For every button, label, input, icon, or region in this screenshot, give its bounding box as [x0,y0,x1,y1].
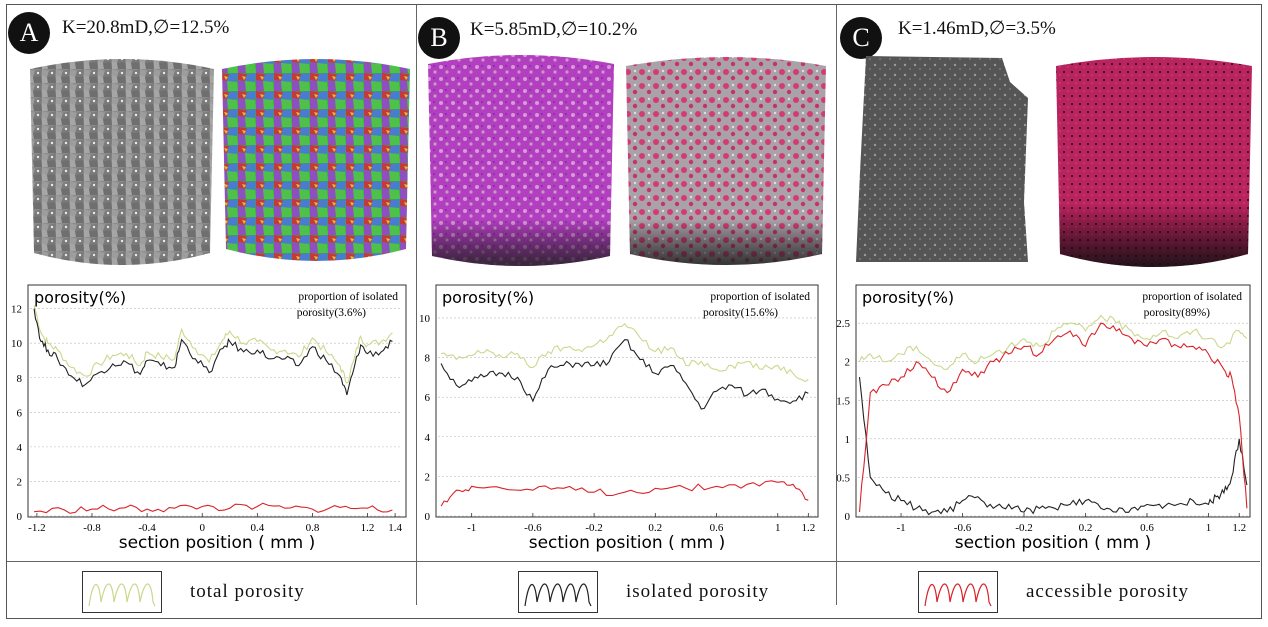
x-tick-label: 1.2 [361,522,375,534]
legend-label: accessible porosity [1026,581,1190,602]
legend-item-accessible: accessible porosity [918,571,1189,613]
y-tick-label: 4 [425,432,431,444]
x-tick-label: -0.2 [585,522,602,534]
x-tick-label: 1.4 [388,522,402,534]
y-tick-label: 12 [11,304,22,316]
y-tick-label: 2 [845,357,851,369]
x-axis-label: section position ( mm ) [529,533,726,553]
y-axis-label: porosity(%) [34,288,126,307]
x-tick-label: 1 [775,522,781,534]
annotation-line-2: porosity(15.6%) [703,307,778,319]
x-tick-label: 0.8 [306,522,320,534]
x-tick-label: -0.6 [954,522,972,534]
x-tick-label: -0.4 [138,522,156,534]
panel-a-grey-core-image [30,59,214,265]
annotation-line-1: proportion of isolated [710,291,810,303]
y-tick-label: 0 [425,511,431,523]
total-porosity-line [858,314,1248,370]
accessible-porosity-swatch-icon [918,571,998,613]
legend-item-total: total porosity [82,571,305,613]
panel-b-badge: B [418,17,460,59]
panel-a-title: K=20.8mD,∅=12.5% [62,17,230,38]
y-tick-label: 2 [425,471,431,483]
x-tick-label: -1 [467,522,476,534]
plot-frame [27,284,407,518]
x-tick-label: -1.2 [28,522,45,534]
isolated-porosity-line [33,308,393,396]
panel-divider [836,5,837,605]
panel-b-porosity-chart: 0 2 4 6 8 10 -1 -0.6 -0.2 0.2 0.6 1 1.2 porosity(%) se… [419,284,819,553]
isolated-porosity-swatch-icon [518,571,598,613]
x-tick-label: 0.6 [710,522,724,534]
total-porosity-line [441,323,809,383]
y-tick-label: 2 [17,476,23,488]
annotation-line-2: porosity(3.6%) [297,307,366,319]
x-tick-label: 0.2 [1079,522,1093,534]
panel-a-porosity-chart: 0 2 4 6 8 10 12 -1.2 -0.8 -0.4 0 0.4 0.8 1.2 1.4 porosi… [11,284,407,553]
y-tick-label: 8 [425,353,431,365]
legend-label: isolated porosity [626,581,770,602]
y-tick-label: 1 [845,434,851,446]
legend-label: total porosity [190,581,305,602]
y-tick-label: 0 [17,511,23,523]
y-axis-label: porosity(%) [442,288,534,307]
plot-frame [435,284,819,518]
y-tick-label: 2.5 [836,318,850,330]
accessible-porosity-line [440,480,809,507]
x-tick-label: 1.2 [801,522,815,534]
panel-a-badge: A [8,12,50,54]
panel-c-porosity-chart: 0 0.5 1 1.5 2 2.5 -1 -0.6 -0.2 0.2 0.6 1 1.2 porosity… [836,284,1251,553]
total-porosity-swatch-icon [82,571,162,613]
x-tick-label: 0.4 [250,522,264,534]
panel-b-title: K=5.85mD,∅=10.2% [470,19,638,40]
accessible-porosity-line [34,502,393,514]
x-tick-label: 0.6 [1140,522,1154,534]
x-tick-label: 0.2 [648,522,662,534]
annotation-line-2: porosity(89%) [1144,307,1211,319]
annotation-line-1: proportion of isolated [298,291,398,303]
figure-frame [6,4,1262,619]
x-axis-label: section position ( mm ) [955,533,1152,553]
y-tick-label: 10 [419,313,431,325]
y-tick-label: 6 [425,392,431,404]
y-tick-label: 8 [17,373,23,385]
x-tick-label: 1 [1206,522,1212,534]
annotation-line-1: proportion of isolated [1142,291,1242,303]
y-tick-label: 0 [845,511,851,523]
panel-c-pink-core-image [1056,57,1252,267]
isolated-porosity-line [858,377,1248,516]
x-tick-label: -0.2 [1015,522,1032,534]
panel-c-title: K=1.46mD,∅=3.5% [898,18,1056,39]
y-tick-label: 10 [11,338,23,350]
panel-b-pink-core-image [626,57,826,265]
total-porosity-line [33,305,393,384]
y-tick-label: 1.5 [836,395,850,407]
accessible-porosity-line [858,322,1248,513]
x-tick-label: 0 [199,522,205,534]
y-tick-label: 4 [17,442,23,454]
x-tick-label: -1 [896,522,905,534]
y-axis-label: porosity(%) [862,288,954,307]
x-tick-label: -0.8 [83,522,101,534]
plot-frame [855,284,1251,518]
isolated-porosity-line [440,339,809,410]
x-axis-label: section position ( mm ) [119,533,316,553]
x-tick-label: -0.6 [524,522,542,534]
panel-c-badge: C [840,17,882,59]
panel-divider [416,5,417,605]
panel-c-grey-core-image [856,56,1028,262]
legend-divider [7,561,1260,562]
y-tick-label: 6 [17,407,23,419]
x-tick-label: 1.2 [1232,522,1246,534]
panel-a-colored-pore-network-image [222,59,410,261]
legend-item-isolated: isolated porosity [518,571,769,613]
y-tick-label: 0.5 [836,472,850,484]
panel-b-magenta-core-image [428,55,614,266]
